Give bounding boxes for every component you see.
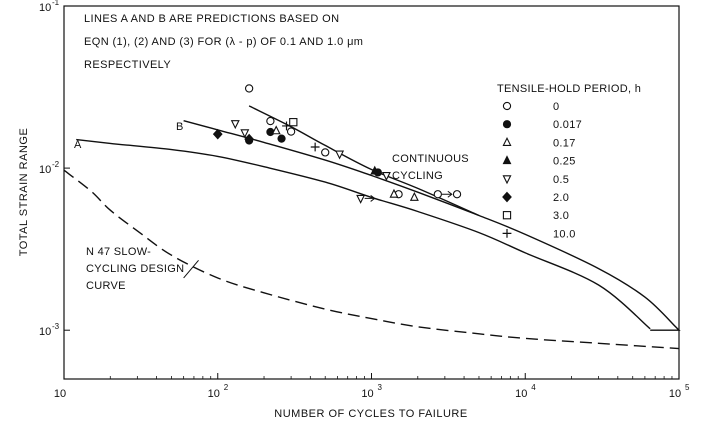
runout-arrow [364, 195, 376, 202]
line-a [76, 138, 651, 330]
line-design [63, 169, 680, 350]
data-point [277, 134, 286, 143]
data-point [381, 171, 391, 181]
data-point [282, 121, 291, 131]
legend-title: TENSILE-HOLD PERIOD, h [497, 83, 641, 95]
legend-item: 0.17 [502, 136, 576, 149]
series-hold-0.17 [271, 125, 419, 201]
legend-marker [502, 101, 512, 111]
legend-label: 0.017 [553, 119, 582, 131]
legend-item: 2.0 [502, 191, 569, 204]
data-point [452, 190, 462, 199]
annotation-line-2: EQN (1), (2) AND (3) FOR (λ - p) OF 0.1 … [84, 36, 363, 48]
data-point [409, 191, 419, 201]
curve-label-continuous-2: CYCLING [392, 170, 443, 182]
curve-label-design-2: CYCLING DESIGN [86, 263, 184, 275]
series-hold-3.0 [289, 118, 298, 127]
series-hold-10.0 [282, 121, 320, 152]
legend-marker [502, 229, 512, 238]
legend-marker [502, 175, 512, 185]
legend-marker [502, 211, 512, 220]
legend-item: 0.5 [502, 174, 569, 186]
legend-marker [502, 136, 512, 146]
x-tick-label: 10 [208, 388, 220, 400]
legend-label: 10.0 [553, 228, 576, 240]
data-point [356, 194, 366, 204]
curves [63, 105, 681, 350]
data-point [370, 165, 380, 175]
data-points [212, 84, 462, 204]
x-tick-label: 10 [361, 388, 373, 400]
annotation-line-3: RESPECTIVELY [84, 59, 171, 71]
data-point [230, 120, 240, 130]
legend-marker [502, 155, 512, 165]
data-point [240, 129, 250, 139]
data-point [271, 125, 281, 135]
curve-label-b: B [176, 121, 184, 133]
x-tick-exponent: 2 [224, 383, 229, 392]
x-tick-label: 10 [515, 388, 527, 400]
x-tick-exponent: 4 [531, 383, 536, 392]
legend-item: 0 [502, 101, 559, 113]
y-tick-label: 10 [39, 326, 51, 338]
legend-item: 0.017 [502, 119, 582, 131]
series-hold-0 [244, 84, 462, 199]
data-point [266, 116, 275, 126]
legend-label: 0 [553, 101, 559, 113]
series-hold-0.017 [245, 127, 382, 177]
curve-label-continuous-1: CONTINUOUS [392, 153, 469, 165]
legend-item: 3.0 [502, 210, 569, 222]
runout-arrow [441, 190, 453, 198]
series-hold-2.0 [212, 128, 255, 145]
y-tick-label: 10 [39, 164, 51, 176]
legend-label: 0.5 [553, 174, 569, 186]
data-point [321, 148, 330, 157]
data-point [244, 133, 255, 145]
curve-label-design-1: N 47 SLOW- [86, 246, 151, 258]
data-point [433, 190, 442, 199]
legend-label: 2.0 [553, 192, 569, 204]
legend: TENSILE-HOLD PERIOD, h 0 0.017 0.17 0.25 0.5… [497, 83, 641, 240]
y-axis-ticks: 10-110-210-3 [39, 0, 70, 338]
y-axis-label: TOTAL STRAIN RANGE [18, 128, 30, 257]
y-tick-exponent: -3 [52, 322, 60, 331]
legend-item: 10.0 [502, 228, 576, 240]
data-point [244, 84, 254, 93]
series-hold-0.25 [370, 165, 380, 175]
x-tick-exponent: 3 [378, 383, 383, 392]
design-label-leader [183, 259, 199, 279]
x-tick-exponent: 5 [685, 383, 690, 392]
curve-label-design-3: CURVE [86, 280, 126, 292]
data-point [286, 127, 296, 136]
legend-label: 3.0 [553, 210, 569, 222]
curve-labels: A B CONTINUOUS CYCLING N 47 SLOW- CYCLIN… [74, 121, 469, 292]
legend-label: 0.25 [553, 156, 576, 168]
data-point [289, 118, 298, 127]
y-tick-exponent: -2 [52, 160, 60, 169]
legend-marker [502, 191, 512, 203]
x-axis-ticks: 10 10 2 10 3 10 4 10 5 [54, 373, 690, 400]
annotation-note: LINES A AND B ARE PREDICTIONS BASED ON E… [84, 13, 363, 71]
annotation-line-1: LINES A AND B ARE PREDICTIONS BASED ON [84, 13, 339, 25]
x-axis-label: NUMBER OF CYCLES TO FAILURE [274, 408, 467, 420]
data-point [335, 150, 345, 160]
curve-label-a: A [74, 139, 82, 151]
legend-item: 0.25 [502, 155, 576, 168]
data-point [389, 188, 399, 198]
legend-label: 0.17 [553, 137, 576, 149]
y-tick-exponent: -1 [52, 0, 60, 7]
y-tick-label: 10 [39, 2, 51, 14]
data-point [310, 142, 320, 152]
x-tick-label: 10 [54, 388, 66, 400]
series-hold-0.5 [230, 120, 391, 204]
x-tick-label: 10 [669, 388, 681, 400]
legend-marker [502, 120, 512, 129]
data-point [212, 128, 223, 140]
